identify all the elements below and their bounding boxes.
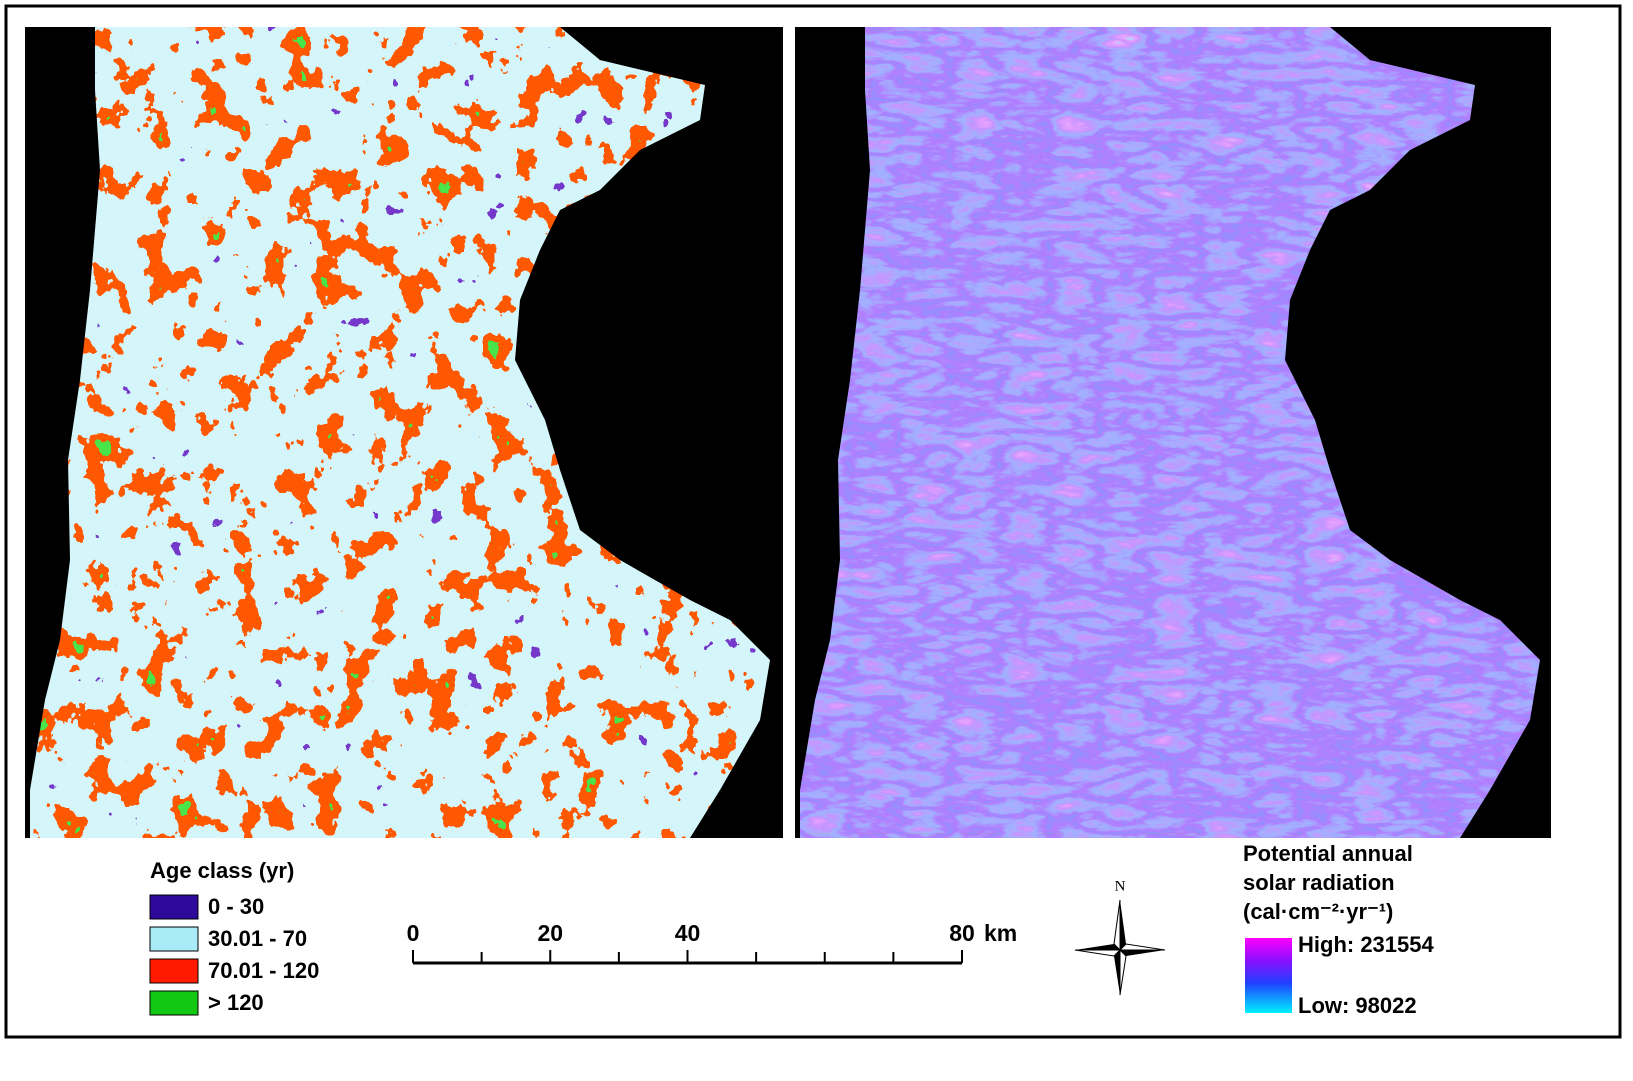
legend-label: 70.01 - 120 (208, 958, 319, 983)
legend-label: 30.01 - 70 (208, 926, 307, 951)
legend-title: Age class (yr) (150, 858, 294, 883)
legend-swatch (150, 991, 198, 1015)
scale-label: 80 (949, 920, 975, 946)
figure: Age class (yr) 0 - 30 30.01 - 70 70.01 - 1… (0, 0, 1633, 1081)
legend-title: Potential annual (1243, 841, 1413, 866)
legend-title: (cal·cm⁻²·yr⁻¹) (1243, 899, 1393, 924)
legend-low: Low: 98022 (1298, 993, 1417, 1018)
legend-swatch (150, 927, 198, 951)
legend-swatch (150, 959, 198, 983)
legend-swatch (150, 895, 198, 919)
scale-label: 0 (407, 920, 420, 946)
scale-unit: km (984, 920, 1017, 946)
north-label: N (1115, 878, 1126, 894)
scale-label: 20 (537, 920, 563, 946)
legend-high: High: 231554 (1298, 932, 1434, 957)
scale-label: 40 (675, 920, 701, 946)
legend-label: 0 - 30 (208, 894, 264, 919)
legend-title: solar radiation (1243, 870, 1395, 895)
color-ramp (1245, 938, 1292, 1013)
legend-label: > 120 (208, 990, 264, 1015)
